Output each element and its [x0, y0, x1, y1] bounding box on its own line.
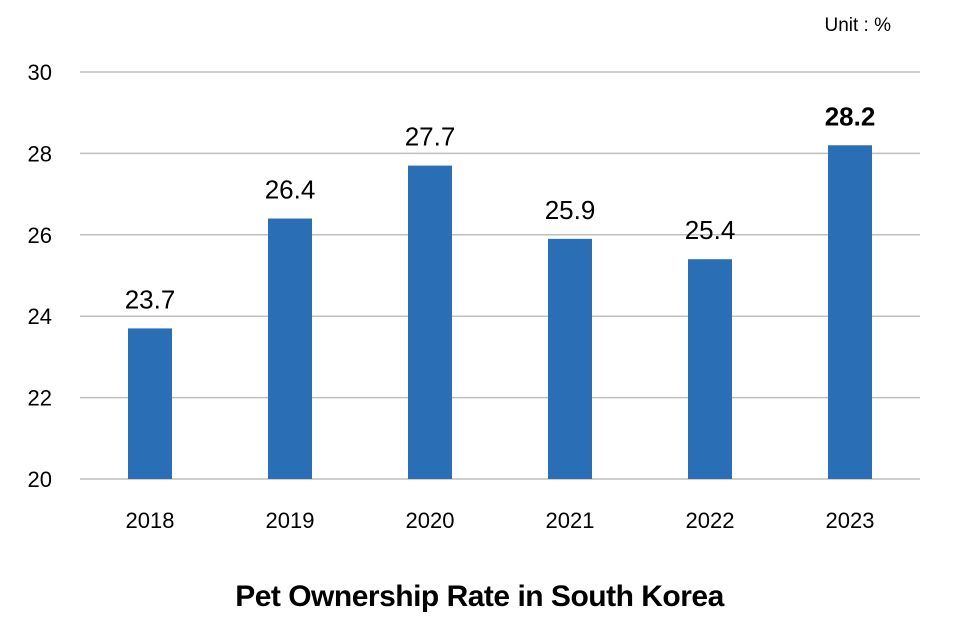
- data-label: 23.7: [125, 284, 176, 314]
- x-tick-label: 2023: [826, 508, 875, 533]
- data-label: 26.4: [265, 175, 316, 205]
- y-tick-label: 22: [28, 386, 52, 411]
- data-label: 28.2: [825, 101, 876, 131]
- data-labels: 23.7 26.4 27.7 25.9 25.4 28.2: [125, 101, 876, 314]
- x-axis-ticks: 2018 2019 2020 2021 2022 2023: [126, 508, 875, 533]
- x-tick-label: 2020: [406, 508, 455, 533]
- x-tick-label: 2019: [266, 508, 315, 533]
- y-tick-label: 20: [28, 467, 52, 492]
- y-tick-label: 28: [28, 141, 52, 166]
- x-tick-label: 2022: [686, 508, 735, 533]
- y-tick-label: 26: [28, 223, 52, 248]
- unit-label: Unit : %: [824, 15, 891, 36]
- bar-2023: [828, 145, 872, 479]
- gridlines: [80, 71, 920, 480]
- data-label: 25.9: [545, 195, 596, 225]
- bar-2018: [128, 328, 172, 479]
- bar-2021: [548, 238, 592, 479]
- x-tick-label: 2018: [126, 508, 175, 533]
- y-tick-label: 30: [28, 60, 52, 85]
- x-tick-label: 2021: [546, 508, 595, 533]
- y-axis-ticks: 20 22 24 26 28 30: [28, 60, 52, 492]
- y-tick-label: 24: [28, 304, 52, 329]
- chart-title: Pet Ownership Rate in South Korea: [235, 580, 724, 613]
- bar-2022: [688, 259, 732, 479]
- data-label: 25.4: [685, 215, 736, 245]
- bar-2020: [408, 165, 452, 480]
- bar-2019: [268, 218, 312, 479]
- bars: [128, 145, 872, 480]
- data-label: 27.7: [405, 122, 456, 152]
